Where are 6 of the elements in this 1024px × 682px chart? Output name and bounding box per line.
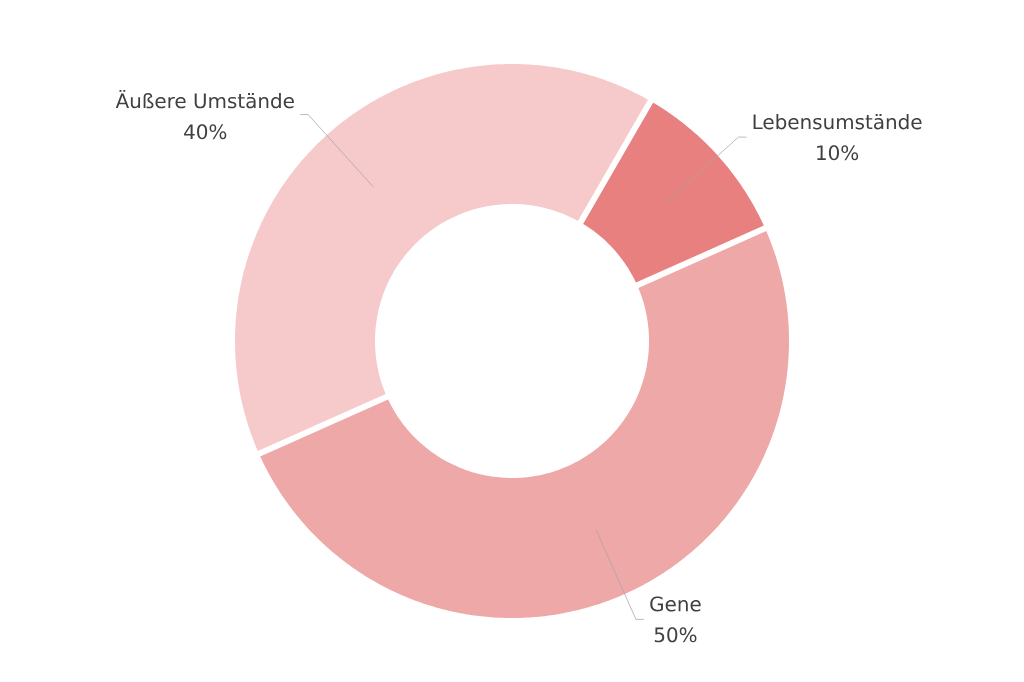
slice-label: Gene [650,596,701,612]
slice-label: Äußere Umstände [115,89,294,109]
slice-label: Lebensumstände [753,113,922,130]
data-label: 50% [654,627,697,643]
data-label: 40% [184,124,227,140]
data-label: 10% [817,145,859,161]
